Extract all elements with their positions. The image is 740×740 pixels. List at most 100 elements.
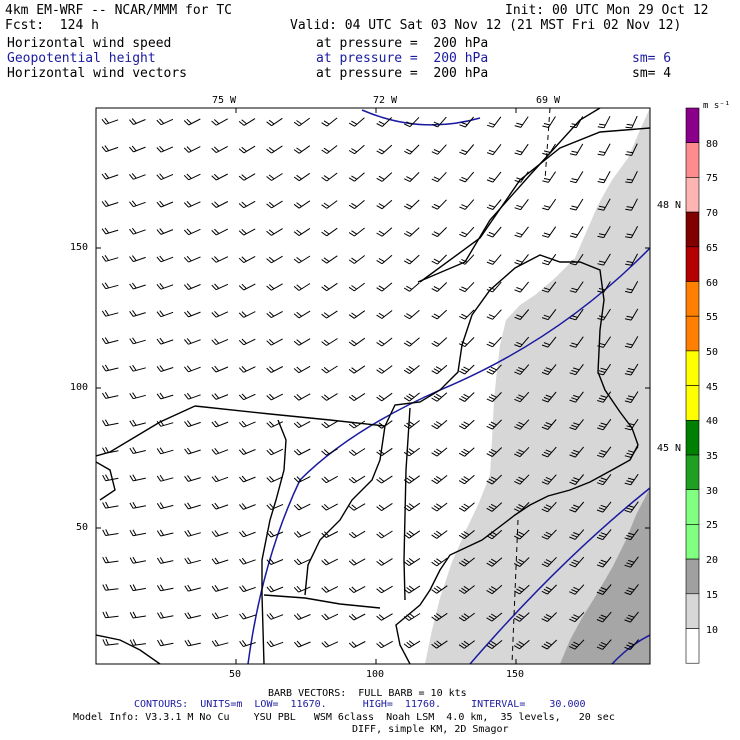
y-tick-100: 100 — [70, 382, 89, 393]
wind-barb — [266, 558, 284, 565]
wind-barb — [238, 145, 256, 154]
wind-barb — [431, 475, 448, 485]
y-tick-150: 150 — [70, 242, 89, 253]
wind-barb — [211, 475, 229, 483]
wind-barb — [348, 282, 365, 292]
wind-barb — [348, 392, 366, 402]
meridian-69w-south — [511, 519, 519, 664]
wind-barb — [348, 530, 366, 539]
wind-barb — [183, 228, 201, 236]
wind-barb — [294, 640, 311, 648]
wind-barb — [321, 310, 338, 319]
wind-barb — [458, 337, 475, 348]
wind-barb — [486, 226, 502, 238]
wind-barb — [238, 200, 256, 209]
wind-barb — [212, 668, 228, 674]
wind-barb — [569, 639, 585, 650]
wind-barb — [569, 226, 584, 238]
wind-barb — [514, 419, 530, 430]
wind-barb — [184, 502, 201, 510]
wind-barb — [514, 171, 529, 183]
wind-barb — [211, 173, 228, 181]
wind-barb — [266, 255, 283, 264]
wind-barb — [156, 200, 174, 208]
wind-barb — [102, 556, 119, 564]
y-tick-50: 50 — [76, 522, 89, 533]
wind-barb — [156, 118, 174, 126]
wind-barb — [486, 529, 503, 540]
ma-north-border — [263, 594, 381, 609]
wind-barb — [624, 639, 639, 650]
wind-barb — [239, 612, 256, 620]
valid-time: Valid: 04 UTC Sat 03 Nov 12 (21 MST Fri … — [290, 18, 682, 33]
wind-barb — [348, 200, 365, 210]
x-tick-150: 150 — [506, 669, 525, 680]
contour-info: CONTOURS: UNITS=m LOW= 11670. HIGH= 1176… — [134, 699, 586, 710]
wind-barb — [211, 502, 229, 510]
wind-barb — [129, 502, 146, 509]
wind-barb — [184, 584, 201, 592]
wind-barb — [321, 613, 339, 621]
wind-barb — [129, 529, 146, 537]
wind-barb — [459, 171, 475, 183]
wind-barb — [569, 364, 584, 376]
wind-barb — [293, 227, 311, 237]
wind-barb — [238, 366, 256, 373]
wind-barb — [102, 583, 119, 591]
wind-barb — [624, 501, 639, 513]
wind-barb — [321, 200, 338, 209]
wind-barb — [156, 228, 174, 235]
wind-barb — [211, 338, 229, 346]
wind-barb — [403, 172, 420, 183]
field-smoothing-wind-vectors: sm= 4 — [632, 66, 672, 81]
wind-barb — [101, 117, 119, 125]
wind-barb — [321, 420, 338, 429]
colorbar-swatch — [685, 558, 700, 595]
wind-barb — [625, 115, 638, 129]
wind-barb — [403, 227, 420, 237]
wind-barb — [541, 419, 557, 430]
wind-barb — [293, 585, 311, 593]
geopotential-contours — [247, 109, 650, 664]
wind-barb — [403, 337, 420, 347]
wind-barb — [129, 364, 146, 372]
wind-barb — [130, 667, 146, 673]
wind-barb — [184, 420, 201, 428]
lon-label-72w: 72 W — [373, 95, 398, 106]
wind-barb — [596, 556, 612, 568]
wind-barb — [266, 117, 283, 127]
x-tick-50: 50 — [229, 669, 242, 680]
wind-barb — [239, 585, 256, 593]
wind-barb — [348, 448, 366, 456]
wind-barb — [569, 308, 584, 321]
wind-barb — [376, 310, 393, 319]
wind-barb — [238, 338, 256, 346]
wind-barb — [101, 172, 119, 180]
wind-barb — [569, 198, 584, 211]
wind-barb — [321, 475, 338, 484]
wind-barb — [597, 667, 612, 677]
wind-barb — [431, 227, 447, 238]
wind-barb — [376, 172, 393, 182]
forecast-hour: Fcst: 124 h — [5, 18, 99, 33]
wind-barb — [157, 639, 174, 647]
wind-barb — [486, 392, 502, 403]
wind-barb — [266, 448, 284, 456]
wind-barb — [376, 337, 393, 347]
wind-barb — [266, 585, 284, 593]
wind-barb — [458, 447, 475, 457]
wind-barb — [486, 171, 502, 183]
ny-vt-border — [261, 529, 269, 664]
axis-ticks — [96, 108, 650, 664]
wind-barb — [542, 253, 557, 266]
wind-barb — [183, 146, 201, 153]
gulf-shore — [417, 108, 601, 283]
wind-barb — [513, 529, 530, 540]
wind-barb — [156, 474, 174, 482]
wind-barb — [211, 201, 229, 208]
wind-barb — [458, 612, 475, 622]
wind-barb — [321, 172, 338, 182]
wind-barb — [541, 281, 557, 293]
wind-barb — [293, 283, 311, 291]
